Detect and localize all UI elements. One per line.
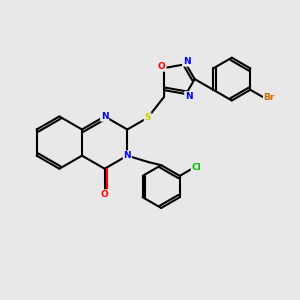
- Text: Cl: Cl: [191, 163, 201, 172]
- Text: N: N: [101, 112, 109, 121]
- Text: Br: Br: [264, 93, 275, 102]
- Text: N: N: [124, 151, 131, 160]
- Text: S: S: [144, 113, 151, 122]
- Text: N: N: [183, 57, 190, 66]
- Text: N: N: [185, 92, 193, 101]
- Text: O: O: [101, 190, 109, 199]
- Text: O: O: [158, 62, 166, 71]
